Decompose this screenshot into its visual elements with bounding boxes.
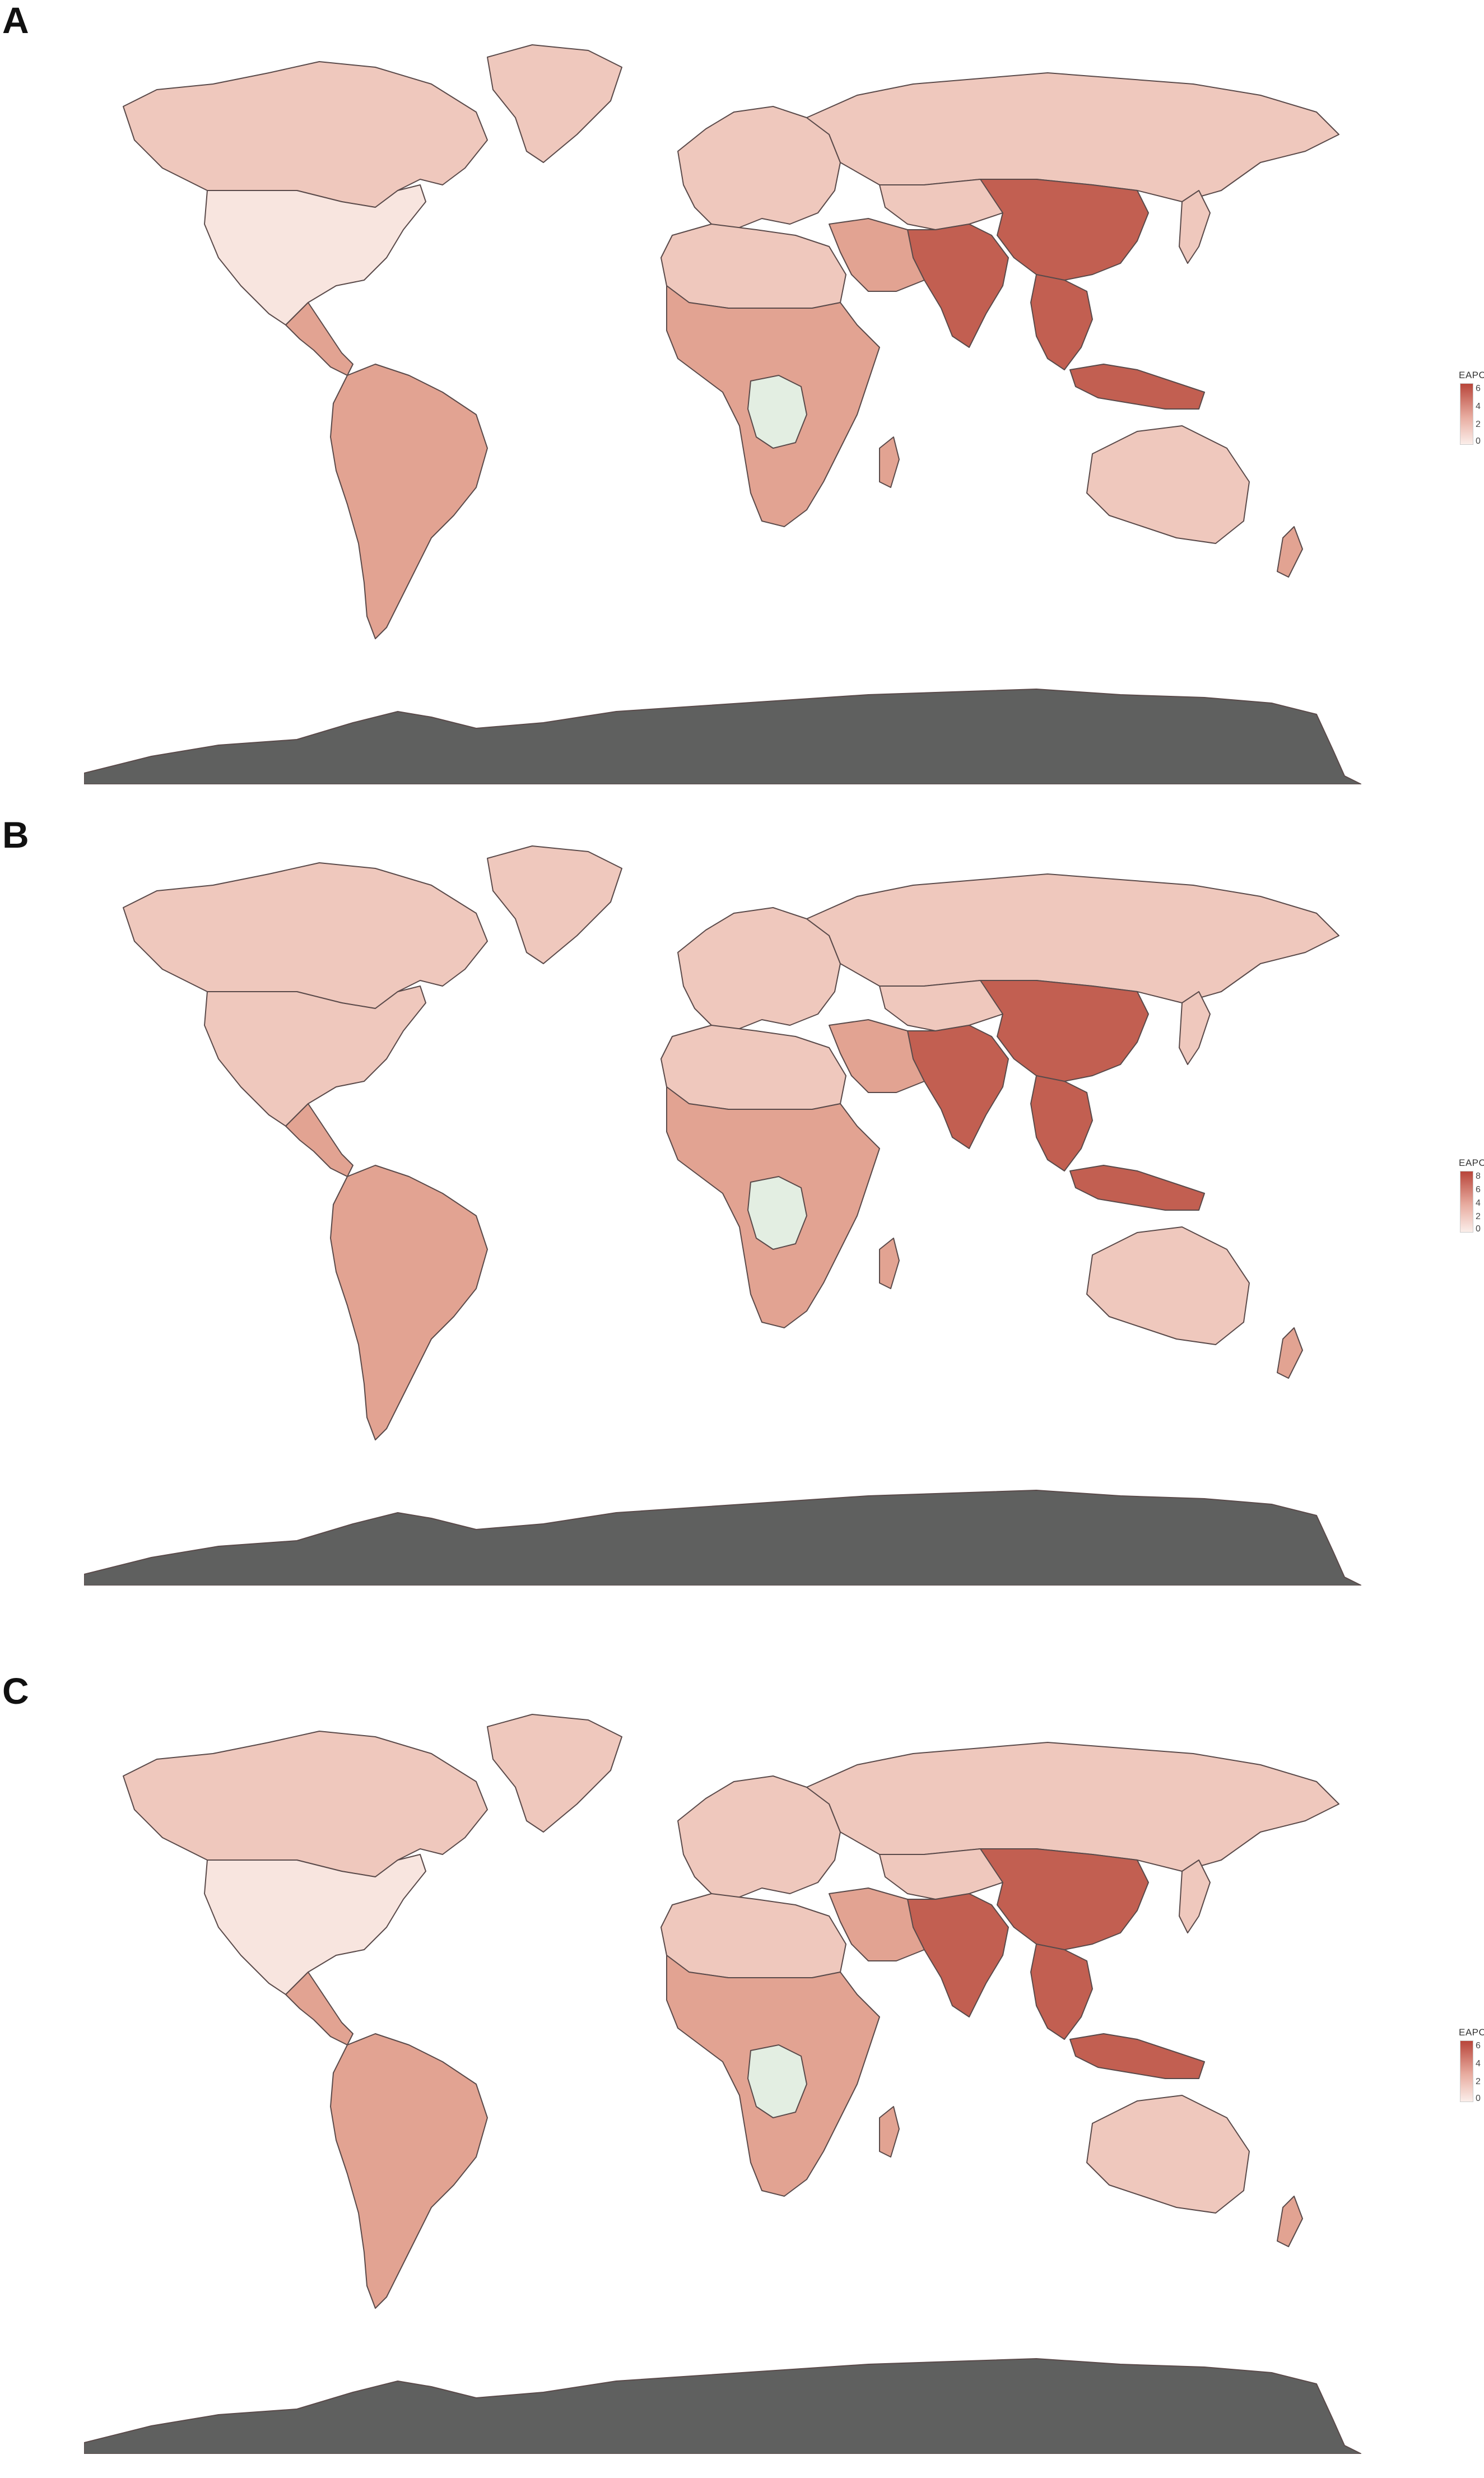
region-indonesia [1069, 2033, 1205, 2079]
panel-label: A [2, 0, 29, 41]
legend-tick: 6 [1476, 1185, 1481, 1194]
region-canada [123, 61, 488, 208]
region-europe [677, 907, 841, 1031]
legend-tick: 4 [1476, 2059, 1481, 2068]
region-central-asia [879, 1848, 1015, 1900]
legend-title: EAPC [1459, 2027, 1484, 2038]
region-southeast-asia [1030, 1075, 1093, 1171]
region-southeast-asia [1030, 274, 1093, 370]
legend-tick: 4 [1476, 402, 1481, 411]
region-central-asia [879, 980, 1015, 1031]
region-south-asia [907, 1025, 1009, 1149]
legend-tick: 6 [1476, 384, 1481, 393]
panel-label: B [2, 814, 29, 856]
region-europe [677, 1775, 841, 1900]
legend-tick: 2 [1476, 420, 1481, 429]
region-australia [1086, 1226, 1250, 1345]
region-antarctica [84, 1490, 1361, 1586]
legend-title: EAPC [1459, 1157, 1484, 1168]
region-central-asia [879, 179, 1015, 230]
region-central-america [285, 1103, 353, 1177]
region-china [980, 179, 1149, 281]
region-madagascar [879, 1238, 900, 1289]
region-greenland [487, 1714, 622, 1833]
region-north-africa [660, 1025, 846, 1110]
region-australia [1086, 425, 1250, 544]
region-central-america [285, 1972, 353, 2045]
region-canada [123, 862, 488, 1009]
legend-tick: 4 [1476, 1198, 1481, 1208]
legend-tick: 2 [1476, 1212, 1481, 1221]
legend-tick: 8 [1476, 1171, 1481, 1181]
region-new-zealand [1277, 2196, 1303, 2247]
legend-tick: 0 [1476, 1224, 1481, 1234]
legend-tick: 2 [1476, 2077, 1481, 2086]
region-japan [1179, 190, 1211, 264]
region-antarctica [84, 2358, 1361, 2454]
region-north-africa [660, 224, 846, 309]
region-south-asia [907, 1893, 1009, 2017]
legend-tick: 6 [1476, 2041, 1481, 2051]
region-greenland [487, 44, 622, 163]
region-japan [1179, 991, 1211, 1065]
legend-tick: 0 [1476, 436, 1481, 446]
legend-color-bar [1460, 383, 1473, 445]
legend-title: EAPC [1459, 370, 1484, 380]
region-japan [1179, 1859, 1211, 1933]
region-central-america [285, 302, 353, 376]
region-china [980, 980, 1149, 1082]
region-new-zealand [1277, 526, 1303, 578]
region-north-america [204, 1854, 426, 1995]
world-choropleth-map [84, 1714, 1361, 2454]
map-panel-b: B EAPC 8 6 4 2 0 [0, 801, 1484, 1630]
map-panel-a: A EAPC 6 4 2 0 [0, 0, 1484, 801]
region-canada [123, 1731, 488, 1877]
world-choropleth-map [84, 845, 1361, 1586]
legend-tick: 0 [1476, 2094, 1481, 2103]
region-antarctica [84, 689, 1361, 784]
region-south-asia [907, 224, 1009, 348]
legend-color-bar [1460, 1171, 1473, 1233]
region-drc [747, 2044, 807, 2118]
region-southeast-asia [1030, 1944, 1093, 2040]
region-north-america [204, 985, 426, 1127]
panel-label: C [2, 1670, 29, 1712]
region-europe [677, 106, 841, 230]
region-latin-america [330, 1165, 488, 1440]
region-new-zealand [1277, 1327, 1303, 1379]
region-north-africa [660, 1893, 846, 1978]
world-choropleth-map [84, 44, 1361, 784]
legend-color-bar [1460, 2040, 1473, 2102]
region-latin-america [330, 2033, 488, 2309]
map-panel-c: C EAPC 6 4 2 0 [0, 1630, 1484, 2478]
region-latin-america [330, 364, 488, 639]
region-indonesia [1069, 1165, 1205, 1211]
region-madagascar [879, 2106, 900, 2158]
region-drc [747, 1176, 807, 1250]
region-china [980, 1848, 1149, 1950]
region-drc [747, 375, 807, 449]
region-greenland [487, 845, 622, 964]
region-indonesia [1069, 364, 1205, 410]
region-australia [1086, 2095, 1250, 2214]
region-madagascar [879, 436, 900, 488]
region-north-america [204, 184, 426, 326]
